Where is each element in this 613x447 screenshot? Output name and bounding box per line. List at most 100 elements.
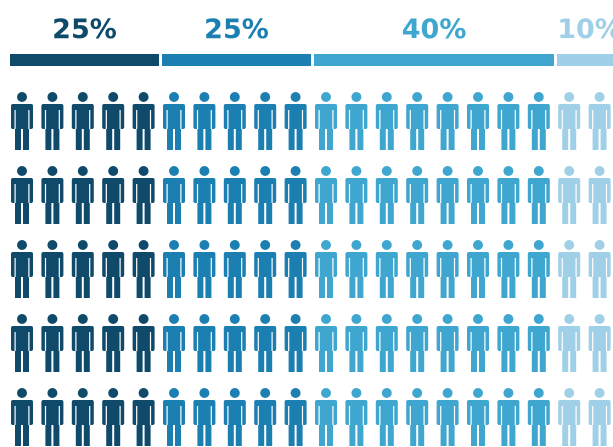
segment-label-2: 25% [204,14,269,45]
person-icon-s3-r1-c12 [345,92,368,150]
person-icon-s3-r2-c13 [375,166,398,224]
person-icon-s1-r1-c4 [102,92,125,150]
person-icon-s1-r2-c1 [11,166,33,224]
person-icon-s3-r3-c11 [315,240,337,298]
person-icon-s3-r4-c11 [315,314,337,372]
person-icon-s4-r3-c20 [588,240,611,298]
person-icon-s3-r4-c15 [436,314,459,372]
person-icon-s3-r2-c16 [467,166,489,224]
person-icon-s3-r5-c16 [467,388,489,446]
person-icon-s3-r1-c18 [527,92,550,150]
person-icon-s2-r1-c7 [193,92,216,150]
person-icon-s3-r2-c17 [497,166,520,224]
segment-bar-2 [162,54,311,66]
person-icon-s1-r3-c2 [41,240,64,298]
person-icon-s1-r5-c1 [11,388,33,446]
person-icon-s2-r2-c7 [193,166,216,224]
person-icon-s3-r3-c18 [527,240,550,298]
person-icon-s2-r4-c7 [193,314,216,372]
person-icon-s3-r1-c13 [375,92,398,150]
person-icon-s1-r1-c1 [11,92,33,150]
person-icon-s3-r5-c12 [345,388,368,446]
segment-bar-1 [10,54,159,66]
person-icon-s3-r3-c13 [375,240,398,298]
person-icon-s2-r1-c10 [284,92,307,150]
person-icon-s4-r2-c19 [558,166,581,224]
person-icon-s3-r4-c12 [345,314,368,372]
segment-label-3: 40% [401,14,467,45]
person-icon-s3-r4-c13 [375,314,398,372]
person-icon-s3-r2-c15 [436,166,459,224]
person-icon-s2-r2-c9 [254,166,277,224]
person-icon-s1-r4-c1 [11,314,33,372]
segment-label-1: 25% [52,14,117,45]
person-icon-s4-r2-c20 [588,166,611,224]
person-icon-s3-r4-c17 [497,314,520,372]
person-icon-s1-r2-c3 [71,166,94,224]
person-icon-s2-r1-c8 [223,92,246,150]
person-icon-s3-r3-c16 [467,240,489,298]
person-icon-s1-r4-c2 [41,314,64,372]
person-icon-s3-r2-c14 [406,166,429,224]
person-icon-s3-r2-c11 [315,166,337,224]
person-icon-s3-r4-c16 [467,314,489,372]
person-icon-s4-r5-c20 [588,388,611,446]
person-icon-s3-r5-c17 [497,388,520,446]
person-icon-s4-r1-c20 [588,92,611,150]
person-icon-s3-r4-c14 [406,314,429,372]
person-icon-s1-r3-c4 [102,240,125,298]
person-icon-s3-r3-c14 [406,240,429,298]
person-icon-s4-r1-c19 [558,92,581,150]
person-icon-s3-r5-c13 [375,388,398,446]
person-icon-s2-r2-c6 [163,166,185,224]
person-icon-s2-r1-c6 [163,92,185,150]
person-icon-s4-r4-c19 [558,314,581,372]
person-icon-s3-r5-c18 [527,388,550,446]
person-icon-s3-r1-c16 [467,92,489,150]
person-icon-s3-r2-c12 [345,166,368,224]
person-icon-s2-r5-c10 [284,388,307,446]
person-icon-s3-r4-c18 [527,314,550,372]
person-icon-s1-r5-c4 [102,388,125,446]
person-icon-s1-r5-c2 [41,388,64,446]
person-icon-s3-r3-c15 [436,240,459,298]
person-icon-s3-r1-c14 [406,92,429,150]
person-icon-s2-r4-c8 [223,314,246,372]
person-icon-s1-r1-c3 [71,92,94,150]
person-icon-s2-r5-c8 [223,388,246,446]
person-icon-s2-r4-c9 [254,314,277,372]
person-icon-s1-r2-c5 [132,166,155,224]
person-icon-s2-r3-c8 [223,240,246,298]
person-icon-s1-r4-c5 [132,314,155,372]
person-icon-s2-r2-c10 [284,166,307,224]
person-icon-s1-r4-c3 [71,314,94,372]
person-icon-s1-r3-c1 [11,240,33,298]
person-icon-s2-r5-c6 [163,388,185,446]
person-icon-s3-r5-c15 [436,388,459,446]
person-icon-s3-r3-c17 [497,240,520,298]
person-icon-s1-r3-c3 [71,240,94,298]
person-icon-s2-r3-c6 [163,240,185,298]
person-icon-s4-r3-c19 [558,240,581,298]
person-icon-s3-r5-c14 [406,388,429,446]
person-icon-s2-r4-c6 [163,314,185,372]
person-icon-s2-r1-c9 [254,92,277,150]
person-icon-s1-r5-c3 [71,388,94,446]
person-icon-s3-r1-c17 [497,92,520,150]
person-icon-s3-r3-c12 [345,240,368,298]
person-icon-s2-r2-c8 [223,166,246,224]
person-icon-s3-r5-c11 [315,388,337,446]
person-icon-s1-r3-c5 [132,240,155,298]
segment-label-4: 10% [557,14,613,45]
person-icon-s1-r4-c4 [102,314,125,372]
segment-bar-3 [314,54,555,66]
segment-bar-4 [557,54,613,66]
person-icon-s2-r4-c10 [284,314,307,372]
person-icon-s2-r3-c10 [284,240,307,298]
person-icon-s2-r3-c9 [254,240,277,298]
person-icon-s1-r1-c2 [41,92,64,150]
person-icon-s1-r5-c5 [132,388,155,446]
person-icon-s3-r2-c18 [527,166,550,224]
